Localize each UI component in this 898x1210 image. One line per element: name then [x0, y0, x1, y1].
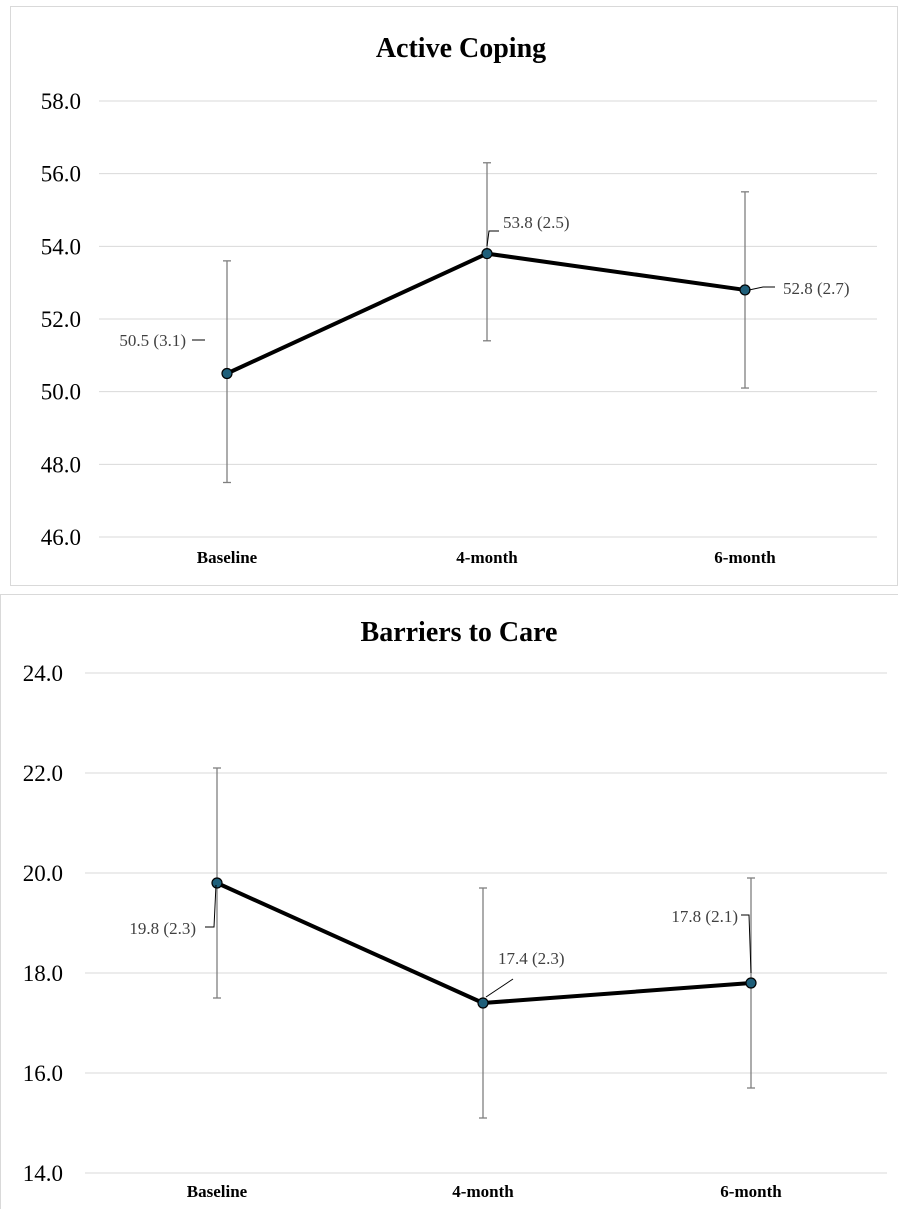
data-label: 52.8 (2.7) [783, 279, 850, 298]
data-point [477, 997, 489, 1009]
y-tick-label: 50.0 [41, 380, 81, 405]
y-tick-label: 14.0 [23, 1161, 63, 1186]
chart-title: Barriers to Care [361, 617, 558, 648]
leader-line [486, 230, 499, 247]
y-tick-label: 54.0 [41, 234, 81, 259]
leader-line [741, 914, 752, 974]
data-label: 53.8 (2.5) [503, 213, 570, 232]
y-tick-label: 46.0 [41, 525, 81, 550]
y-tick-label: 58.0 [41, 89, 81, 114]
x-tick-label: 4-month [456, 548, 518, 567]
x-tick-label: 6-month [714, 548, 776, 567]
data-label: 17.4 (2.3) [498, 949, 565, 968]
leader-line [748, 286, 775, 291]
y-tick-label: 16.0 [23, 1061, 63, 1086]
x-tick-label: Baseline [187, 1182, 248, 1201]
data-point [481, 248, 493, 260]
data-label: 19.8 (2.3) [129, 919, 196, 938]
y-tick-label: 22.0 [23, 761, 63, 786]
y-tick-label: 18.0 [23, 961, 63, 986]
series-line [226, 251, 746, 376]
y-tick-label: 52.0 [41, 307, 81, 332]
chart-active-coping: Active Coping 46.0 48.0 50.0 52.0 54.0 56.0 58.… [10, 6, 898, 586]
data-label: 17.8 (2.1) [671, 907, 738, 926]
x-tick-label: 6-month [720, 1182, 782, 1201]
y-tick-label: 48.0 [41, 452, 81, 477]
chart-title: Active Coping [376, 33, 546, 64]
x-tick-label: 4-month [452, 1182, 514, 1201]
leader-line [205, 884, 217, 928]
data-point [745, 977, 757, 989]
data-point [739, 284, 751, 296]
y-tick-label: 20.0 [23, 861, 63, 886]
chart-barriers-to-care-plot: Barriers to Care 14.0 16.0 18.0 20.0 22.0 24.0… [23, 617, 887, 1201]
x-tick-label: Baseline [197, 548, 258, 567]
data-label: 50.5 (3.1) [119, 331, 186, 350]
data-point [221, 367, 233, 380]
y-tick-label: 24.0 [23, 661, 63, 686]
leader-line [485, 978, 514, 998]
data-point [211, 877, 223, 889]
chart-active-coping-plot: Active Coping 46.0 48.0 50.0 52.0 54.0 56.0 58.… [41, 33, 877, 567]
y-tick-label: 56.0 [41, 162, 81, 187]
series-line [216, 881, 752, 1005]
chart-barriers-to-care: Barriers to Care 14.0 16.0 18.0 20.0 22.0 24.0… [0, 594, 898, 1209]
